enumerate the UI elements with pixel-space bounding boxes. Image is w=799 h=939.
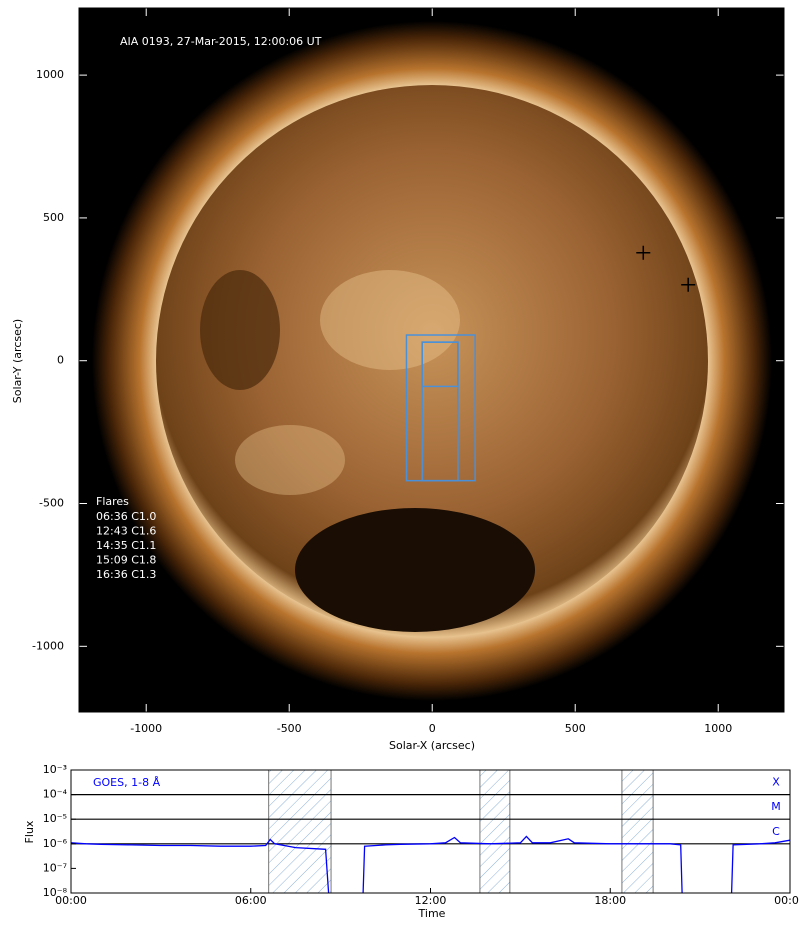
y-tick-label: 1000 [36,68,64,81]
marker [681,277,696,292]
x-tick-label: 00:00 [55,894,87,907]
y-tick-label: -1000 [32,639,64,652]
x-tick-label: 500 [565,722,586,735]
x-tick-label: -500 [277,722,302,735]
y-axis-label: Flux [23,820,36,843]
y-tick-label: 10⁻⁴ [43,788,68,801]
y-tick-label: -500 [39,497,64,510]
level-label: X [772,776,780,789]
y-tick-label: 500 [43,211,64,224]
y-axis-label: Solar-Y (arcsec) [11,319,24,403]
x-tick-label: 12:00 [415,894,447,907]
plot-frame [78,7,785,713]
marker [636,245,651,260]
x-tick-label: 0 [429,722,436,735]
flare-entry: 06:36 C1.0 [96,510,156,523]
y-tick-label: 10⁻³ [43,763,67,776]
x-tick-label: 06:00 [235,894,267,907]
level-label: C [772,825,780,838]
x-tick-label: 18:00 [594,894,626,907]
flare-entry: 15:09 C1.8 [96,554,156,567]
flare-entry: 16:36 C1.3 [96,568,156,581]
coronal-hole [295,508,535,632]
y-tick-label: 10⁻⁸ [43,886,68,899]
panel-title: GOES, 1-8 Å [93,776,161,789]
region-box [421,341,459,388]
y-tick-label: 10⁻⁶ [43,837,68,850]
shaded-interval [268,769,332,894]
shaded-interval [479,769,511,894]
shaded-interval [621,769,654,894]
flux-line [70,835,791,894]
active-region [235,425,345,495]
image-annotation: AIA 0193, 27-Mar-2015, 12:00:06 UT [120,35,322,48]
level-label: M [771,800,781,813]
flare-entry: 14:35 C1.1 [96,539,156,552]
plot-area [71,770,790,893]
solar-disk [156,85,708,637]
x-tick-label: 1000 [704,722,732,735]
dark-region [200,270,280,390]
x-tick-label: 00:00 [774,894,799,907]
y-tick-label: 10⁻⁷ [43,861,67,874]
flares-title: Flares [96,495,129,508]
y-tick-label: 10⁻⁵ [43,812,67,825]
marker-cross [681,277,696,292]
goes-panel: Time Flux XMC00:0006:0012:0018:0000:0010… [23,763,799,920]
x-axis-label: Time [418,907,446,920]
flare-entry: 12:43 C1.6 [96,525,156,538]
plot-frame [70,769,791,894]
y-tick-label: 0 [57,354,64,367]
marker-cross [636,245,651,260]
active-region [320,270,460,370]
x-tick-label: -1000 [130,722,162,735]
solar-image-panel: AIA 0193, 27-Mar-2015, 12:00:06 UT Flare… [11,7,785,752]
x-axis-label: Solar-X (arcsec) [389,739,475,752]
